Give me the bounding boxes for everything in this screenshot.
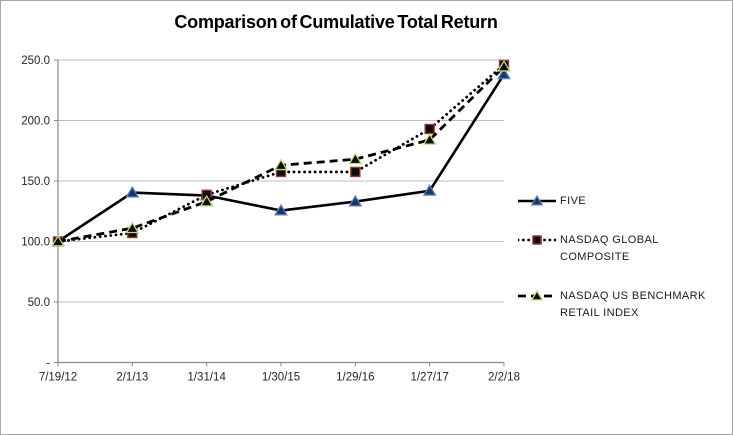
data-point-marker-triangle (125, 221, 140, 234)
series-nasdaq-us-benchmark-retail-index (51, 59, 511, 247)
data-point-marker-triangle (274, 203, 288, 216)
y-axis-label: 250.0 (21, 55, 50, 67)
x-axis-label: 1/29/16 (336, 372, 374, 384)
data-point-marker-triangle (348, 194, 363, 207)
chart-title: Comparison of Cumulative Total Return (174, 12, 498, 32)
data-point-marker-triangle (530, 194, 544, 206)
x-axis-label: 2/2/18 (488, 372, 520, 384)
series-nasdaq-global-composite (52, 59, 510, 247)
data-point-marker-triangle (497, 67, 511, 80)
data-point-marker-triangle (274, 158, 288, 171)
y-axis-label: 100.0 (21, 237, 50, 249)
legend-key-five-icon (518, 194, 556, 206)
data-point-marker-square (424, 123, 435, 135)
x-axis-label: 1/30/15 (262, 372, 300, 384)
data-point-marker-square (532, 235, 542, 245)
x-axis-label: 1/31/14 (187, 372, 226, 384)
series-line (57, 73, 506, 243)
legend-key-nasdaq-us-benchmark-retail-icon (518, 289, 556, 301)
legend-label-nasdaq-us-benchmark-retail: NASDAQ US BENCHMARK RETAIL INDEX (560, 290, 706, 319)
y-axis-label: 200.0 (21, 116, 50, 128)
data-point-marker-triangle (497, 59, 511, 72)
data-point-marker-square (350, 166, 361, 178)
data-point-marker-triangle (422, 184, 437, 196)
x-axis-label: 2/1/13 (116, 372, 148, 384)
data-point-marker-triangle (348, 152, 363, 165)
x-axis-label: 7/19/12 (39, 372, 77, 384)
data-point-marker-triangle (422, 133, 437, 145)
legend-label-five: FIVE (560, 195, 587, 207)
data-point-marker-triangle (51, 234, 65, 247)
data-point-marker-triangle (125, 185, 140, 198)
data-point-marker-triangle (199, 194, 214, 207)
legend-item-nasdaq-us-benchmark-retail: NASDAQ US BENCHMARK RETAIL INDEX (518, 288, 718, 322)
data-point-marker-triangle (530, 289, 544, 301)
legend-item-nasdaq-global-composite: NASDAQ GLOBAL COMPOSITE (518, 232, 718, 266)
legend-item-five: FIVE (518, 193, 718, 210)
legend-label-nasdaq-global-composite: NASDAQ GLOBAL COMPOSITE (560, 234, 659, 263)
chart-legend: FIVE NASDAQ GLOBAL COMPOSITE NASDAQ US B… (518, 193, 718, 344)
y-axis-label: 50.0 (28, 297, 50, 309)
x-axis-label: 1/27/17 (410, 372, 448, 384)
series-five (51, 67, 511, 247)
y-axis-label: - (46, 358, 50, 370)
y-axis-label: 150.0 (21, 176, 50, 188)
legend-key-nasdaq-global-composite-icon (518, 235, 556, 245)
